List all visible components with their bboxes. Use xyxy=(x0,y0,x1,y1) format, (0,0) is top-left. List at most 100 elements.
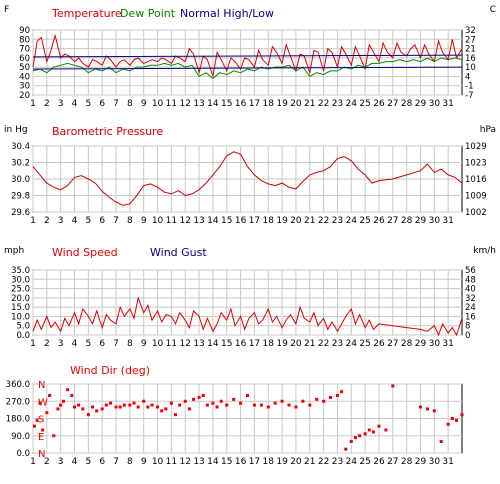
data-point xyxy=(273,401,277,405)
y2-tick-label: 8 xyxy=(465,322,470,332)
y-tick-label: 50 xyxy=(19,63,30,73)
legend-label: Dew Point xyxy=(120,7,176,20)
legend-label: Normal High/Low xyxy=(180,7,274,20)
x-tick-label: 6 xyxy=(99,457,105,467)
data-point xyxy=(45,411,49,415)
y-tick-label: 30.4 xyxy=(11,142,30,152)
data-point xyxy=(418,405,422,409)
y2-tick-label: 10 xyxy=(465,63,476,73)
data-point xyxy=(66,388,70,392)
x-tick-label: 16 xyxy=(235,457,247,467)
x-tick-label: 5 xyxy=(85,339,91,349)
x-tick-label: 4 xyxy=(72,339,78,349)
data-point xyxy=(183,399,187,403)
x-tick-label: 12 xyxy=(179,99,190,109)
compass-label: S xyxy=(38,415,44,426)
x-tick-label: 19 xyxy=(276,339,288,349)
x-tick-label: 4 xyxy=(72,457,78,467)
x-tick-label: 19 xyxy=(276,457,288,467)
x-tick-label: 14 xyxy=(207,339,219,349)
data-point xyxy=(73,405,77,409)
right-unit-label: km/h xyxy=(473,246,496,256)
series-line-1 xyxy=(32,296,463,337)
x-tick-label: 7 xyxy=(113,339,119,349)
x-tick-label: 31 xyxy=(442,99,453,109)
chart-panel-2: 1 2 3 4 5 6 7 8 9 10 11 12 13 14 15 16 17 18 19 20 21 22 23 24 2… xyxy=(4,125,496,226)
data-point xyxy=(32,424,36,428)
x-tick-label: 2 xyxy=(44,457,50,467)
x-tick-label: 19 xyxy=(276,99,288,109)
data-point xyxy=(432,409,436,413)
data-point xyxy=(446,422,450,426)
data-point xyxy=(38,401,42,405)
data-point xyxy=(156,405,160,409)
y2-tick-label: 21 xyxy=(465,45,476,55)
x-tick-label: 8 xyxy=(127,99,133,109)
data-point xyxy=(371,430,375,434)
y2-tick-label: 32 xyxy=(465,26,476,36)
y-tick-label: 0.0 xyxy=(16,449,30,459)
data-point xyxy=(287,403,291,407)
data-point xyxy=(142,399,146,403)
data-point xyxy=(100,407,104,411)
x-tick-label: 15 xyxy=(221,99,232,109)
x-tick-label: 29 xyxy=(415,216,427,226)
data-point xyxy=(335,394,339,397)
data-point xyxy=(301,399,305,403)
data-point xyxy=(108,401,112,405)
x-tick-label: 26 xyxy=(373,339,385,349)
data-point xyxy=(349,440,353,443)
x-tick-label: 24 xyxy=(346,457,358,467)
y2-tick-label: 24 xyxy=(465,303,476,313)
left-unit-label: mph xyxy=(4,246,24,256)
data-point xyxy=(344,447,348,451)
x-tick-label: 13 xyxy=(193,457,204,467)
data-point xyxy=(353,436,357,440)
y2-tick-label: 16 xyxy=(465,54,476,64)
x-tick-label: 1 xyxy=(30,99,36,109)
x-tick-label: 7 xyxy=(113,99,119,109)
data-point xyxy=(128,403,132,407)
data-point xyxy=(340,390,344,394)
right-unit-label: C xyxy=(490,5,496,15)
data-point xyxy=(322,399,326,403)
x-tick-label: 6 xyxy=(99,216,105,226)
data-point xyxy=(225,403,229,407)
x-tick-label: 10 xyxy=(152,99,164,109)
x-tick-label: 5 xyxy=(85,99,91,109)
x-tick-label: 24 xyxy=(346,99,358,109)
x-tick-label: 3 xyxy=(58,339,64,349)
x-tick-label: 24 xyxy=(346,339,358,349)
plot-area xyxy=(32,269,463,336)
x-tick-label: 23 xyxy=(332,216,343,226)
y-tick-label: 20 xyxy=(19,91,30,101)
x-tick-label: 27 xyxy=(387,339,398,349)
y-tick-label: 60 xyxy=(19,54,30,64)
data-point xyxy=(358,434,362,438)
chart-panel-4: 1 2 3 4 5 6 7 8 9 10 11 12 13 14 15 16 17 18 19 20 21 22 23 24 2… xyxy=(6,364,464,467)
x-tick-label: 16 xyxy=(235,216,247,226)
x-tick-label: 8 xyxy=(127,339,133,349)
x-tick-label: 13 xyxy=(193,339,204,349)
x-tick-label: 10 xyxy=(152,216,164,226)
y2-tick-label: -7 xyxy=(465,91,473,101)
x-tick-label: 7 xyxy=(113,457,119,467)
data-point xyxy=(104,403,108,407)
y2-tick-label: 48 xyxy=(465,275,476,285)
series-line-2 xyxy=(32,57,463,79)
x-tick-label: 2 xyxy=(44,216,50,226)
x-tick-label: 1 xyxy=(30,339,36,349)
x-tick-label: 14 xyxy=(207,457,219,467)
x-tick-label: 30 xyxy=(429,216,441,226)
data-point xyxy=(280,399,284,403)
x-tick-label: 24 xyxy=(346,216,358,226)
data-point xyxy=(219,399,223,403)
x-tick-label: 22 xyxy=(318,99,329,109)
data-point xyxy=(136,405,140,409)
y2-tick-label: 1023 xyxy=(465,159,487,169)
x-tick-label: 17 xyxy=(249,457,260,467)
y2-tick-label: 16 xyxy=(465,312,476,322)
x-tick-label: 27 xyxy=(387,99,398,109)
compass-label: E xyxy=(38,432,44,443)
